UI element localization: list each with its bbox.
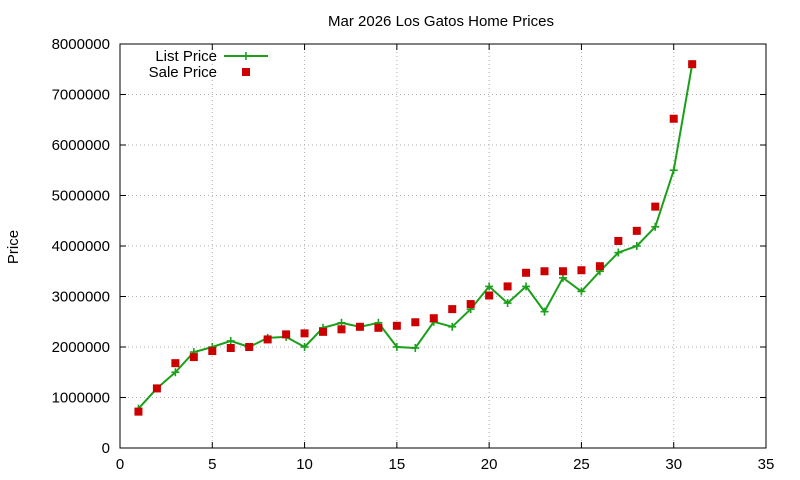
sale-price-point <box>134 407 143 416</box>
sale-price-point <box>595 262 604 271</box>
axes: 0 5 10 15 20 25 30 35 0 1000000 2000000 3000000 4000… <box>52 36 775 473</box>
list-price-point <box>503 299 512 308</box>
sale-price-point <box>503 282 512 291</box>
y-tick-label: 5000000 <box>52 188 110 205</box>
sale-price-point <box>263 335 272 344</box>
list-price-point <box>448 322 457 331</box>
y-tick-label: 6000000 <box>52 137 110 154</box>
sale-price-point <box>245 343 254 351</box>
x-tick-label: 0 <box>116 456 124 473</box>
x-tick-label: 15 <box>389 456 406 473</box>
sale-price-point <box>669 114 678 123</box>
sale-price-point <box>558 267 567 276</box>
list-price-point <box>411 344 420 353</box>
legend-label-list-price: List Price <box>155 48 217 65</box>
sale-price-point <box>540 267 549 276</box>
x-tick-label: 30 <box>665 456 682 473</box>
list-price-point <box>171 368 180 377</box>
y-axis-label: Price <box>5 230 22 264</box>
list-price-point <box>300 343 309 351</box>
list-price-point <box>392 343 401 351</box>
sale-price-point <box>152 384 161 393</box>
x-tick-label: 10 <box>296 456 313 473</box>
x-tick-label: 20 <box>481 456 498 473</box>
y-tick-label: 8000000 <box>52 36 110 53</box>
list-price-point <box>632 242 641 250</box>
sale-price-point <box>485 291 494 300</box>
sale-price-point <box>632 226 641 235</box>
y-tick-label: 1000000 <box>52 390 110 407</box>
list-price-point <box>226 336 235 345</box>
sale-price-point <box>651 202 660 211</box>
list-price-point <box>614 248 623 257</box>
plot-area <box>134 60 697 416</box>
list-price-point <box>651 222 660 231</box>
list-price-point <box>540 307 549 316</box>
list-price-line <box>137 64 694 410</box>
legend-label-sale-price: Sale Price <box>149 64 217 81</box>
sale-price-point <box>466 300 475 309</box>
sale-price-point <box>208 347 217 356</box>
chart-title: Mar 2026 Los Gatos Home Prices <box>328 13 554 30</box>
sale-price-point <box>374 323 383 332</box>
legend-marker-sale-price <box>242 68 250 76</box>
sale-price-point <box>448 305 457 314</box>
sale-price-point <box>522 268 531 277</box>
grid <box>120 44 766 448</box>
sale-price-point <box>577 266 586 275</box>
y-tick-label: 2000000 <box>52 339 110 356</box>
y-tick-label: 4000000 <box>52 238 110 255</box>
sale-price-point <box>319 327 328 336</box>
list-price-point <box>485 282 494 291</box>
x-tick-label: 35 <box>758 456 775 473</box>
sale-price-point <box>429 314 438 323</box>
sale-price-point <box>282 330 291 339</box>
sale-price-point <box>300 329 309 338</box>
y-tick-label: 0 <box>102 440 110 457</box>
sale-price-point <box>688 60 697 69</box>
list-price-point <box>522 282 531 291</box>
x-tick-label: 25 <box>573 456 590 473</box>
sale-price-point <box>355 322 364 331</box>
list-price-point <box>577 287 586 296</box>
sale-price-point <box>614 236 623 245</box>
sale-price-point <box>411 318 420 327</box>
legend-marker-list-price <box>242 52 250 60</box>
sale-price-point <box>337 325 346 334</box>
list-price-point <box>669 166 678 175</box>
y-tick-label: 3000000 <box>52 289 110 306</box>
y-tick-label: 7000000 <box>52 87 110 104</box>
sale-price-point <box>171 359 180 368</box>
sale-price-point <box>392 321 401 330</box>
sale-price-point <box>189 353 198 362</box>
x-tick-label: 5 <box>208 456 216 473</box>
sale-price-point <box>226 344 235 353</box>
